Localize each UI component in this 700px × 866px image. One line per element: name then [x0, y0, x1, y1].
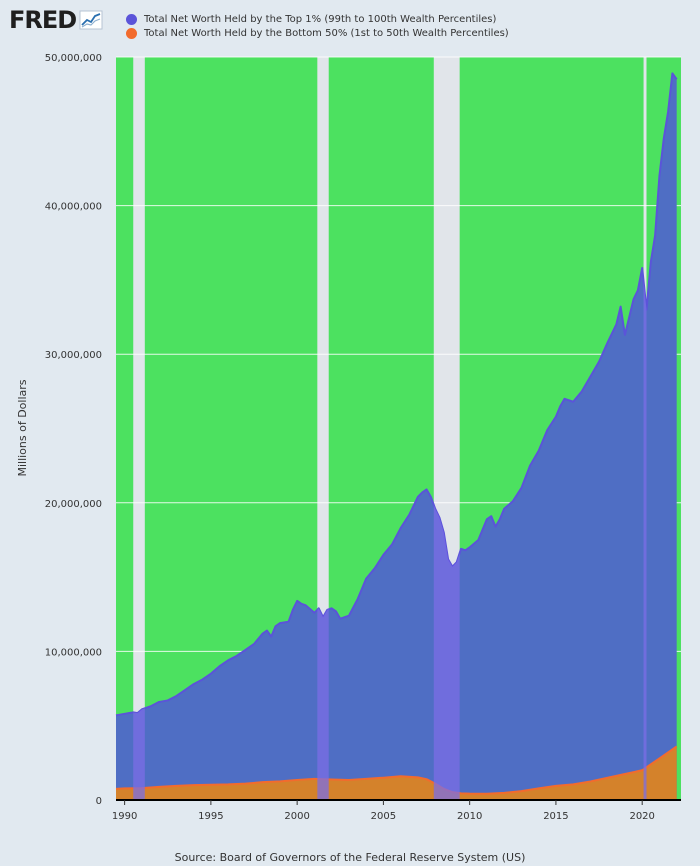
fred-logo[interactable]: FRED	[9, 6, 103, 34]
recession-bar-2	[317, 57, 329, 800]
x-axis: 1990 1995 2000 2005 2010 2015 2020	[112, 799, 681, 822]
y-axis: 0 10,000,000 20,000,000 30,000,000 40,000,00…	[45, 53, 102, 807]
series-areas	[115, 72, 678, 800]
legend-label-bottom50: Total Net Worth Held by the Bottom 50% (…	[144, 27, 509, 39]
series-area-bottom50	[116, 746, 677, 800]
chart-header: FRED Total Net Worth Held by the Top 1% …	[0, 0, 700, 50]
series-line-top1	[115, 72, 678, 717]
y-tick-label-2: 10,000,000	[45, 647, 102, 658]
x-tick-label-2020: 2020	[629, 811, 654, 822]
y-tick-label-4: 30,000,000	[45, 350, 102, 361]
x-tick-label-2000: 2000	[284, 811, 309, 822]
y-tick-label-1: 0	[96, 796, 102, 807]
y-tick-label-5: 40,000,000	[45, 202, 102, 213]
fred-chart-icon	[79, 10, 103, 30]
legend-marker-bottom50	[126, 27, 137, 39]
y-axis-title: Millions of Dollars	[16, 379, 29, 476]
series-line-bottom50	[115, 745, 678, 795]
x-tick-label-2015: 2015	[543, 811, 568, 822]
y-tick-label-6: 50,000,000	[45, 53, 102, 64]
y-tick-label-3: 20,000,000	[45, 499, 102, 510]
x-tick-label-1990: 1990	[112, 811, 137, 822]
legend-marker-top1	[126, 13, 137, 25]
legend-item-bottom50[interactable]: Total Net Worth Held by the Bottom 50% (…	[126, 26, 509, 40]
fred-logo-text: FRED	[9, 6, 77, 34]
legend-item-top1[interactable]: Total Net Worth Held by the Top 1% (99th…	[126, 12, 509, 26]
source-note: Source: Board of Governors of the Federa…	[174, 851, 526, 864]
chart-svg: 1990 1995 2000 2005 2010 2015 2020 0 10,000,000…	[16, 53, 681, 822]
series-area-top1	[116, 73, 677, 800]
legend: Total Net Worth Held by the Top 1% (99th…	[126, 12, 509, 40]
x-tick-label-2010: 2010	[457, 811, 482, 822]
legend-label-top1: Total Net Worth Held by the Top 1% (99th…	[144, 13, 497, 25]
recession-bar-1	[133, 57, 145, 800]
x-tick-label-2005: 2005	[371, 811, 396, 822]
x-tick-label-1995: 1995	[198, 811, 223, 822]
recession-overlay-4	[643, 73, 647, 800]
